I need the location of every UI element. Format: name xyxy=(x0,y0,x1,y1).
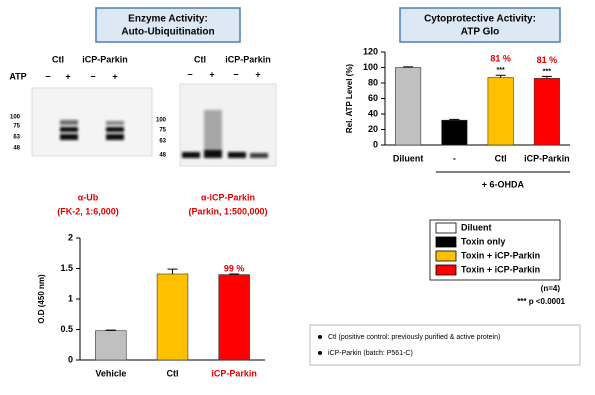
y-axis-label: Rel. ATP Level (%) xyxy=(345,64,354,134)
treatment-label: ATP xyxy=(9,71,26,81)
lane-label: Ctl xyxy=(52,54,64,64)
header-subtitle: ATP Glo xyxy=(461,27,500,38)
bar xyxy=(487,77,514,146)
legend-box xyxy=(429,219,561,281)
bullet xyxy=(318,335,322,339)
y-tick-label: 0 xyxy=(68,354,73,364)
sign: + xyxy=(65,71,70,81)
y-axis-label: O.D (450 nm) xyxy=(37,274,46,324)
p-note: *** p <0.0001 xyxy=(517,297,565,306)
significance: *** xyxy=(543,68,551,75)
x-tick-label: iCP-Parkin xyxy=(524,153,570,163)
bar xyxy=(441,119,468,146)
annotation: 81 % xyxy=(537,55,558,65)
error-bar xyxy=(105,329,116,331)
bar xyxy=(533,78,560,146)
lane-label: iCP-Parkin xyxy=(82,54,128,64)
annotation: 81 % xyxy=(490,54,511,64)
significance: *** xyxy=(497,67,505,74)
header-box xyxy=(95,7,241,43)
note: iCP-Parkin (batch: P561-C) xyxy=(328,350,413,357)
y-tick-label: 20 xyxy=(368,124,378,134)
legend-swatch xyxy=(435,222,457,234)
mw-marker: 75 xyxy=(13,124,20,130)
legend-label: Toxin only xyxy=(461,236,505,246)
sign: + xyxy=(112,71,117,81)
error-bar xyxy=(167,268,178,274)
y-tick-label: 1 xyxy=(68,293,73,303)
note: Ctl (positive control: previously purifi… xyxy=(328,334,500,341)
antibody: α-Ub xyxy=(78,192,99,202)
annotation: 99 % xyxy=(224,263,245,273)
legend-label: Toxin + iCP-Parkin xyxy=(461,250,540,260)
blot-image xyxy=(31,87,153,157)
mw-marker: 100 xyxy=(10,115,21,121)
sign: − xyxy=(45,71,50,81)
bar xyxy=(156,273,189,361)
group-label: + 6-OHDA xyxy=(482,179,525,189)
sign: + xyxy=(209,69,214,79)
legend-swatch xyxy=(435,250,457,262)
y-tick-label: 2 xyxy=(68,232,73,242)
y-tick-label: 60 xyxy=(368,93,378,103)
error-bar xyxy=(449,118,460,121)
y-tick-label: 100 xyxy=(363,62,378,72)
header-subtitle: Auto-Ubiquitination xyxy=(121,27,214,38)
x-tick-label: iCP-Parkin xyxy=(211,368,257,378)
error-bar xyxy=(229,273,240,275)
sign: + xyxy=(255,69,260,79)
x-tick-label: Vehicle xyxy=(95,368,126,378)
bar xyxy=(218,274,250,361)
sign: − xyxy=(90,71,95,81)
notes-box xyxy=(309,324,581,366)
bar xyxy=(95,330,127,361)
dilution: (FK-2, 1:6,000) xyxy=(57,206,119,216)
y-tick-label: 1.5 xyxy=(60,263,73,273)
legend: Diluent Toxin only Toxin + iCP-Parkin Toxin… xyxy=(435,222,540,276)
antibody: α-iCP-Parkin xyxy=(201,192,255,202)
legend-swatch xyxy=(435,236,457,248)
bar xyxy=(395,67,422,146)
legend-swatch xyxy=(435,264,457,276)
legend-label: Diluent xyxy=(461,222,492,232)
mw-marker: 63 xyxy=(13,135,20,141)
y-tick-label: 40 xyxy=(368,108,378,118)
bullet xyxy=(318,351,322,355)
error-bar xyxy=(495,74,506,78)
header-box xyxy=(399,7,561,43)
error-bar xyxy=(403,66,414,68)
legend-label: Toxin + iCP-Parkin xyxy=(461,264,540,274)
y-tick-label: 0 xyxy=(373,139,378,149)
header-title: Cytoprotective Activity: xyxy=(424,14,536,25)
y-tick-label: 0.5 xyxy=(60,324,73,334)
n-note: (n=4) xyxy=(541,284,561,293)
header-title: Enzyme Activity: xyxy=(128,14,208,25)
x-tick-label: Ctl xyxy=(167,368,179,378)
lane-label: Ctl xyxy=(194,54,206,64)
error-bar xyxy=(541,75,552,79)
dilution: (Parkin, 1:500,000) xyxy=(188,206,267,216)
x-tick-label: Diluent xyxy=(393,153,424,163)
blot-image xyxy=(179,83,277,167)
sign: − xyxy=(187,69,192,79)
mw-marker: 48 xyxy=(159,153,166,159)
y-tick-label: 80 xyxy=(368,77,378,87)
sign: − xyxy=(233,69,238,79)
mw-marker: 100 xyxy=(156,118,167,124)
x-tick-label: Ctl xyxy=(495,153,507,163)
mw-marker: 63 xyxy=(159,139,166,145)
y-tick-label: 120 xyxy=(363,46,378,56)
mw-marker: 48 xyxy=(13,146,20,152)
x-tick-label: - xyxy=(453,153,456,163)
mw-marker: 75 xyxy=(159,128,166,134)
lane-label: iCP-Parkin xyxy=(225,54,271,64)
